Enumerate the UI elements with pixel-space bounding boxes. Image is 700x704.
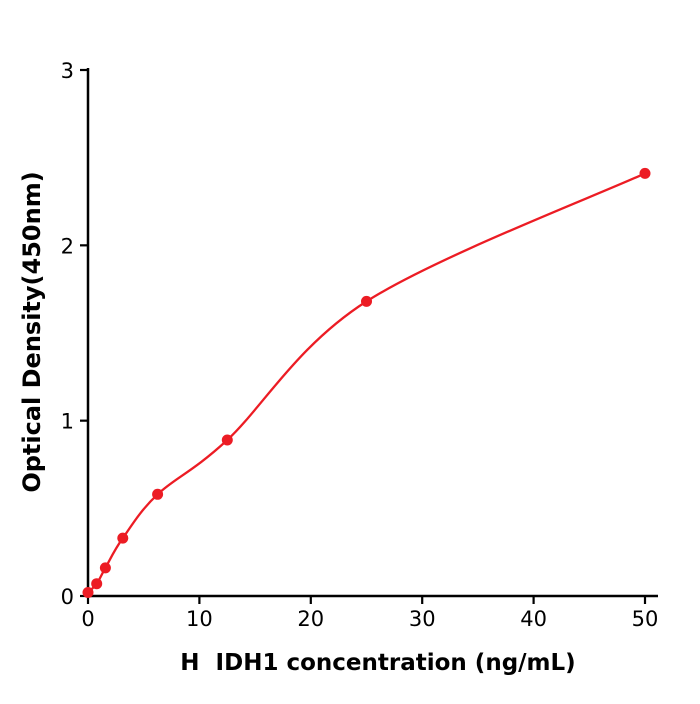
data-points (82, 167, 651, 598)
data-point-marker (117, 532, 129, 544)
data-point-marker (639, 167, 651, 179)
y-tick-label: 2 (61, 234, 74, 258)
data-point-marker (221, 434, 233, 446)
x-tick-label: 30 (409, 607, 436, 631)
x-axis: 0 10 20 30 40 50 (81, 594, 658, 631)
y-axis: 0 1 2 3 (61, 59, 90, 609)
x-tick-label: 50 (632, 607, 659, 631)
x-axis-title: H IDH1 concentration (ng/mL) (180, 650, 575, 676)
y-tick-label: 3 (61, 59, 74, 83)
fit-curve (87, 172, 646, 594)
data-point-marker (152, 488, 164, 500)
x-tick-label: 10 (186, 607, 213, 631)
x-tick-labels: 0 10 20 30 40 50 (81, 607, 658, 631)
data-point-marker (82, 587, 94, 598)
y-tick-labels: 0 1 2 3 (61, 59, 74, 609)
y-tick-label: 1 (61, 410, 74, 434)
y-tick-label: 0 (61, 585, 74, 609)
data-point-marker (361, 295, 372, 307)
x-tick-label: 40 (520, 607, 547, 631)
y-axis-title: Optical Density(450nm) (18, 171, 46, 492)
data-point-marker (91, 578, 103, 590)
x-tick-label: 0 (81, 607, 94, 631)
data-point-marker (99, 562, 111, 574)
x-tick-label: 20 (297, 607, 324, 631)
